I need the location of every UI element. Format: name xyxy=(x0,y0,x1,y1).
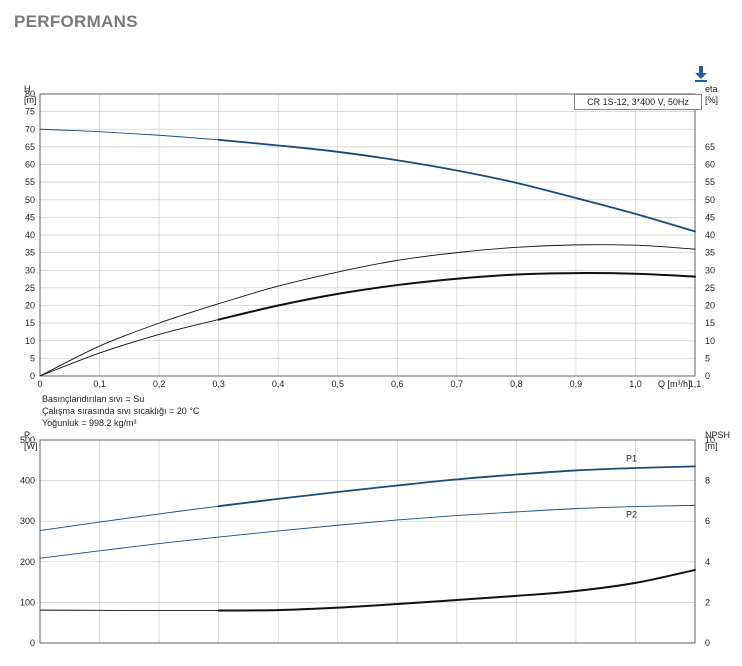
y-left-tick-label: 60 xyxy=(25,160,35,170)
y-right-tick-label: 45 xyxy=(705,212,715,222)
y-left-tick-label: 400 xyxy=(20,476,35,486)
y-right-tick-label: 25 xyxy=(705,283,715,293)
bottom-chart-series xyxy=(39,465,696,612)
y-right-tick-label: 40 xyxy=(705,230,715,240)
y-left-tick-label: 35 xyxy=(25,248,35,258)
y-left-tick-label: 10 xyxy=(25,336,35,346)
top-chart-grid xyxy=(39,93,696,377)
y-right-tick-label: 5 xyxy=(705,353,710,363)
series-line-eta-thin xyxy=(39,244,696,377)
y-right-axis-label: eta xyxy=(705,84,718,94)
download-icon[interactable] xyxy=(692,64,710,84)
page-title: PERFORMANS xyxy=(14,12,138,31)
y-left-tick-label: 30 xyxy=(25,265,35,275)
y-right-tick-label: 10 xyxy=(705,435,715,445)
y-right-axis-label: [%] xyxy=(705,95,718,105)
series-line-eta xyxy=(217,272,696,321)
y-left-tick-label: 200 xyxy=(20,557,35,567)
x-tick-label: 0 xyxy=(37,379,42,389)
series-line-H-thin xyxy=(39,128,220,141)
series-line-P1-thin xyxy=(39,505,220,531)
y-left-tick-label: 40 xyxy=(25,230,35,240)
y-left-tick-label: 20 xyxy=(25,301,35,311)
y-left-tick-label: 5 xyxy=(30,353,35,363)
y-right-tick-label: 60 xyxy=(705,160,715,170)
top-chart-labels: 0 0,1 0,2 0,3 0,4 0,5 0,6 0,7 0,8 0,9 1,0 1,1051015… xyxy=(24,84,718,389)
x-tick-label: 0,1 xyxy=(93,379,106,389)
y-left-axis-label: [W] xyxy=(24,441,38,451)
x-tick-label: 0,7 xyxy=(451,379,464,389)
y-right-tick-label: 4 xyxy=(705,557,710,567)
y-right-tick-label: 6 xyxy=(705,516,710,526)
y-left-tick-label: 0 xyxy=(30,638,35,648)
plot-frame xyxy=(39,439,696,644)
x-tick-label: 0,6 xyxy=(391,379,404,389)
series-line-H xyxy=(217,138,696,233)
x-tick-label: 1,1 xyxy=(689,379,702,389)
x-tick-label: 0,5 xyxy=(331,379,344,389)
y-right-tick-label: 0 xyxy=(705,638,710,648)
y-left-tick-label: 500 xyxy=(20,435,35,445)
bottom-chart-grid xyxy=(39,439,696,644)
y-right-tick-label: 35 xyxy=(705,248,715,258)
y-right-tick-label: 2 xyxy=(705,597,710,607)
plot-frame xyxy=(39,93,696,377)
x-tick-label: 1,0 xyxy=(629,379,642,389)
performance-chart-h-eta: 0 0,1 0,2 0,3 0,4 0,5 0,6 0,7 0,8 0,9 1,0 1,1051015… xyxy=(24,84,718,389)
note-liquid: Basınçlandırılan sıvı = Su xyxy=(42,394,145,404)
x-axis-label: Q [m³/h] xyxy=(658,379,691,389)
series-line-NPSH xyxy=(217,568,696,612)
series-line-P2 xyxy=(39,504,696,559)
y-left-tick-label: 25 xyxy=(25,283,35,293)
y-left-tick-label: 75 xyxy=(25,107,35,117)
note-density: Yoğunluk = 998.2 kg/m³ xyxy=(42,418,137,428)
y-left-tick-label: 50 xyxy=(25,195,35,205)
chart-legend: CR 1S-12, 3*400 V, 50Hz xyxy=(574,94,702,110)
y-left-tick-label: 80 xyxy=(25,89,35,99)
x-tick-label: 0,9 xyxy=(570,379,583,389)
y-left-axis-label: [m] xyxy=(24,95,37,105)
y-right-axis-label: [m] xyxy=(705,441,718,451)
series-line-eta-low-thin xyxy=(39,319,220,377)
y-left-tick-label: 15 xyxy=(25,318,35,328)
y-left-axis-label: P xyxy=(24,430,30,440)
y-left-tick-label: 45 xyxy=(25,212,35,222)
y-left-tick-label: 100 xyxy=(20,597,35,607)
series-label-p2: P2 xyxy=(626,509,637,519)
y-right-tick-label: 30 xyxy=(705,265,715,275)
y-right-tick-label: 0 xyxy=(705,371,710,381)
y-right-axis-label: NPSH xyxy=(705,430,730,440)
fluid-notes: Basınçlandırılan sıvı = Su Çalışma sıras… xyxy=(42,393,199,429)
y-right-tick-label: 20 xyxy=(705,301,715,311)
y-left-tick-label: 65 xyxy=(25,142,35,152)
y-left-axis-label: H xyxy=(24,84,31,94)
y-right-tick-label: 8 xyxy=(705,476,710,486)
series-label-p1: P1 xyxy=(626,453,637,463)
bottom-chart-labels: 0 100 200 300 400 500 0 2 4 6 8 10 P[W] NPSH[m] P1 P2 xyxy=(20,430,730,648)
y-left-tick-label: 0 xyxy=(30,371,35,381)
x-tick-label: 0,2 xyxy=(153,379,166,389)
x-tick-label: 0,8 xyxy=(510,379,523,389)
x-tick-label: 0,4 xyxy=(272,379,285,389)
y-left-tick-label: 55 xyxy=(25,177,35,187)
series-line-P1 xyxy=(217,465,696,508)
y-right-tick-label: 15 xyxy=(705,318,715,328)
note-temperature: Çalışma sırasında sıvı sıcaklığı = 20 °C xyxy=(42,406,200,416)
y-left-tick-label: 70 xyxy=(25,124,35,134)
y-right-tick-label: 50 xyxy=(705,195,715,205)
y-left-tick-label: 300 xyxy=(20,516,35,526)
x-tick-label: 0,3 xyxy=(212,379,225,389)
y-right-tick-label: 10 xyxy=(705,336,715,346)
top-chart-series xyxy=(39,128,696,377)
y-right-tick-label: 55 xyxy=(705,177,715,187)
y-right-tick-label: 65 xyxy=(705,142,715,152)
